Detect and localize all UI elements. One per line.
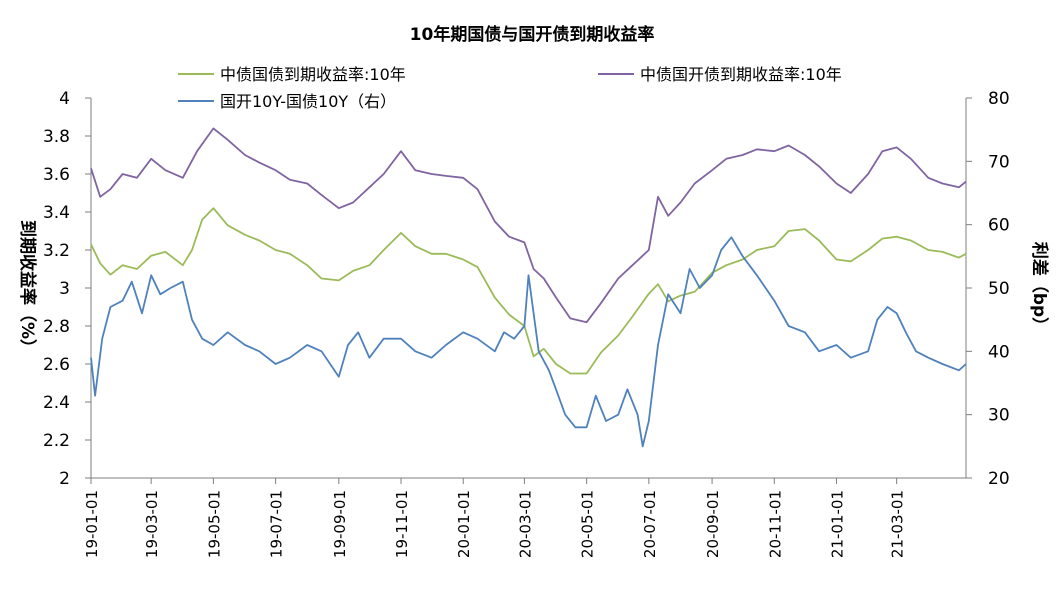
x-tick-label: 20-09-01 — [704, 490, 722, 558]
x-tick-label: 21-01-01 — [828, 490, 846, 558]
left-y-tick-label: 3.8 — [43, 127, 70, 147]
x-tick-label: 19-09-01 — [331, 490, 349, 558]
chart-title: 10年期国债与国开债到期收益率 — [410, 24, 655, 45]
x-tick-label: 20-05-01 — [579, 490, 597, 558]
right-y-tick-label: 60 — [988, 216, 1010, 236]
x-tick-label: 19-03-01 — [143, 490, 161, 558]
left-y-tick-label: 2.2 — [43, 431, 70, 451]
x-tick-label: 20-11-01 — [766, 490, 784, 558]
left-y-axis-title: 到期收益率（%） — [17, 220, 38, 356]
left-y-tick-label: 3.6 — [43, 165, 70, 185]
right-y-tick-label: 80 — [988, 89, 1010, 109]
x-tick-label: 19-07-01 — [268, 490, 286, 558]
x-ticks: 19-01-01 19-03-01 19-05-01 19-07-01 19-09-01… — [83, 478, 907, 558]
legend-label-gov-10y: 中债国债到期收益率:10年 — [220, 65, 406, 84]
right-y-tick-label: 50 — [988, 279, 1010, 299]
x-tick-label: 20-07-01 — [641, 490, 659, 558]
x-tick-label: 19-01-01 — [83, 490, 101, 558]
left-y-tick-label: 2 — [59, 469, 70, 489]
x-tick-label: 19-05-01 — [205, 490, 223, 558]
left-y-tick-label: 2.4 — [43, 393, 70, 413]
legend-label-cdb-10y: 中债国开债到期收益率:10年 — [640, 65, 842, 84]
right-y-tick-label: 70 — [988, 152, 1010, 172]
left-y-ticks: 4 3.8 3.6 3.4 3.2 3 2.8 2.6 2.4 2.2 2 — [43, 89, 91, 489]
series-line-spread — [90, 236, 967, 448]
series-line-gov-10y — [90, 207, 967, 375]
left-y-tick-label: 3.2 — [43, 241, 70, 261]
right-y-tick-label: 20 — [988, 469, 1010, 489]
x-tick-label: 21-03-01 — [889, 490, 907, 558]
left-y-tick-label: 3.4 — [43, 203, 70, 223]
right-y-tick-label: 30 — [988, 406, 1010, 426]
right-y-tick-label: 40 — [988, 342, 1010, 362]
right-y-axis-title: 利差（bp） — [1029, 242, 1050, 334]
left-y-tick-label: 3 — [59, 279, 70, 299]
legend: 中债国债到期收益率:10年 中债国开债到期收益率:10年 国开10Y-国债10Y… — [178, 65, 842, 111]
x-tick-label: 20-03-01 — [516, 490, 534, 558]
legend-label-spread: 国开10Y-国债10Y（右） — [220, 92, 396, 111]
x-tick-label: 19-11-01 — [393, 490, 411, 558]
left-y-tick-label: 4 — [59, 89, 70, 109]
series-line-cdb-10y — [90, 127, 967, 324]
left-y-tick-label: 2.6 — [43, 355, 70, 375]
right-y-ticks: 80 70 60 50 40 30 20 — [966, 89, 1010, 489]
series-layer — [90, 127, 967, 448]
left-y-tick-label: 2.8 — [43, 317, 70, 337]
x-tick-label: 20-01-01 — [455, 490, 473, 558]
